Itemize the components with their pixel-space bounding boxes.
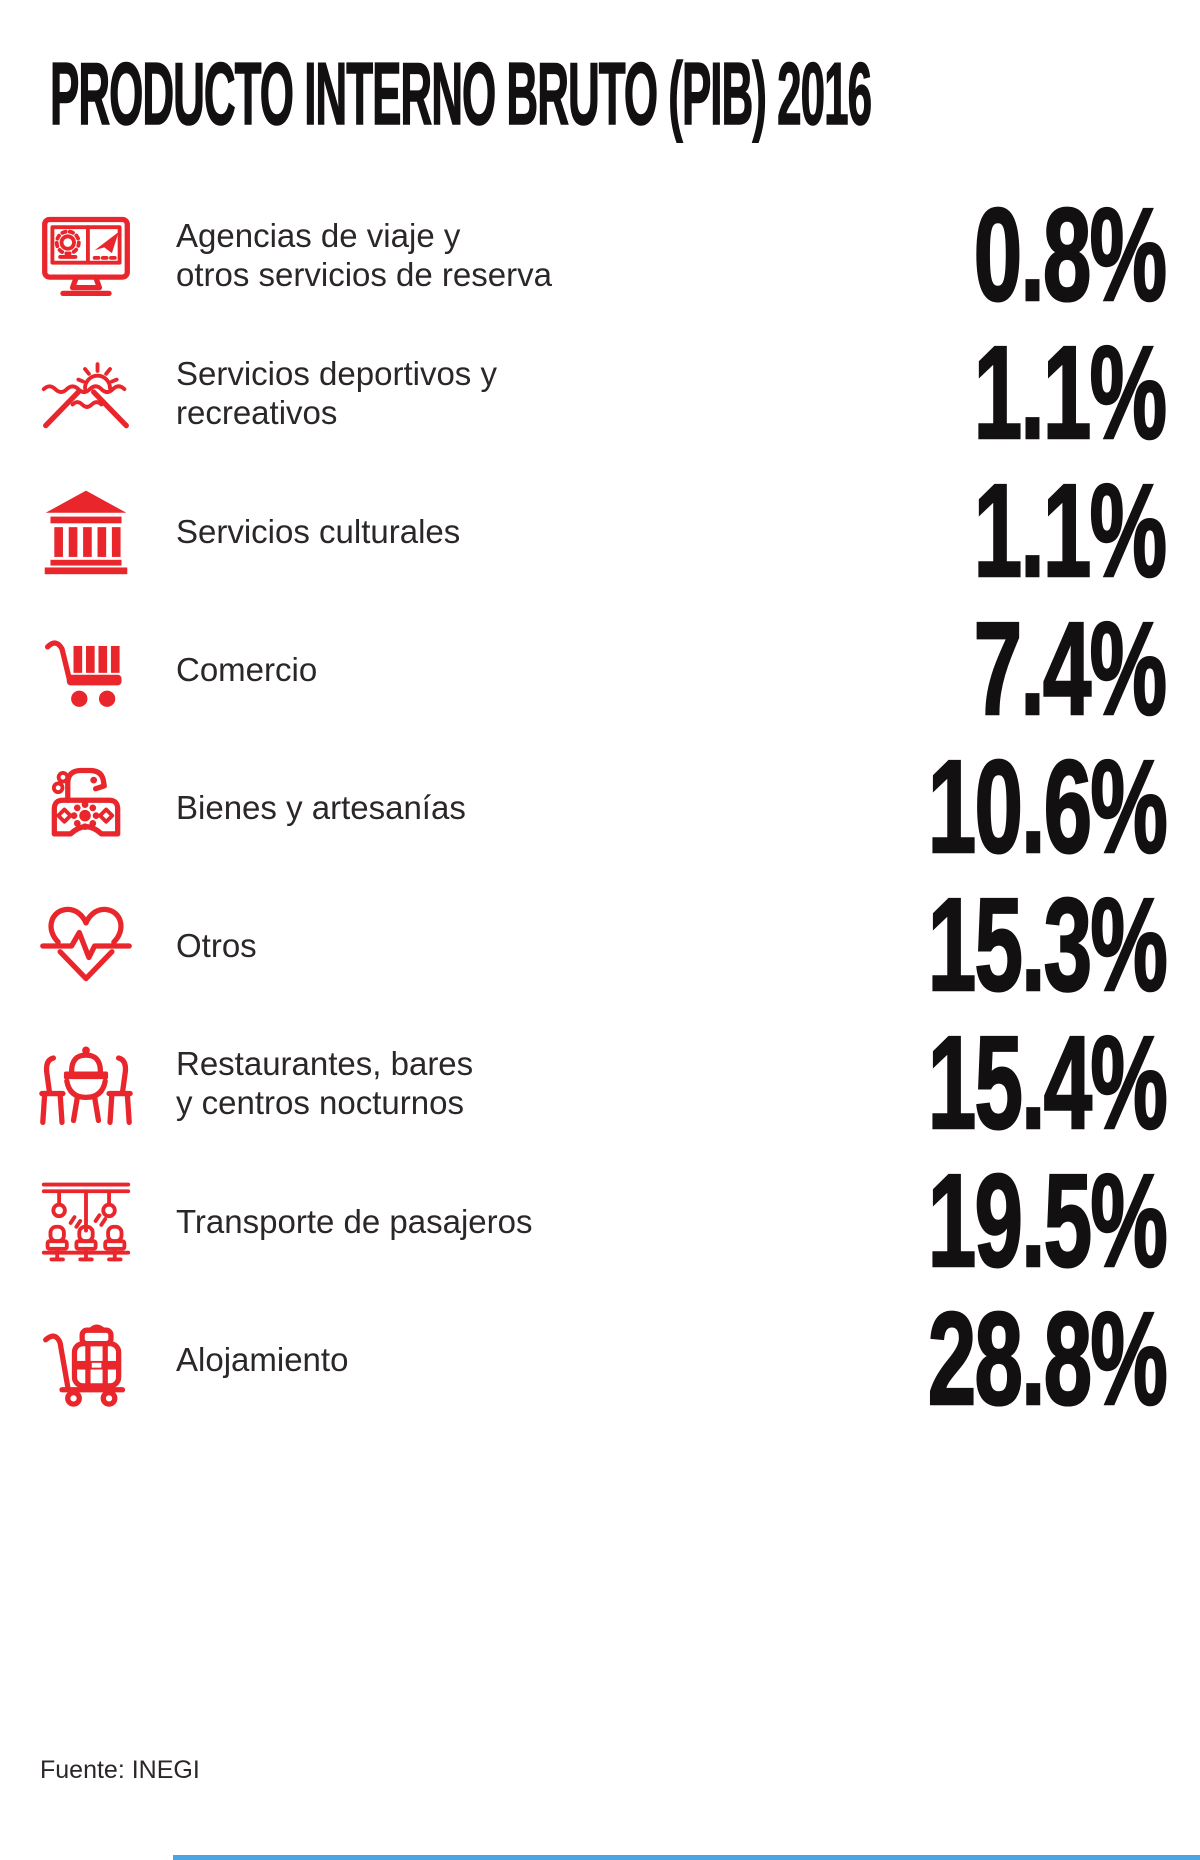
percent-cell: 10.6% bbox=[805, 733, 1169, 880]
percent-cell: 1.1% bbox=[805, 457, 1168, 604]
category-label: Restaurantes, bares y centros nocturnos bbox=[176, 1045, 474, 1121]
row-agencias-de-viaje: Agencias de viaje y otros servicios de r… bbox=[0, 186, 1200, 324]
row-alojamiento: Alojamiento 28.8% bbox=[0, 1290, 1200, 1428]
shopping-cart-icon bbox=[38, 621, 134, 717]
percent-value: 28.8% bbox=[927, 1285, 1169, 1432]
category-label: Comercio bbox=[176, 650, 318, 688]
heart-pulse-icon bbox=[38, 897, 134, 993]
footer-progress-bar bbox=[173, 1855, 1200, 1860]
percent-value: 15.3% bbox=[927, 871, 1169, 1018]
beach-recreation-icon bbox=[38, 345, 134, 441]
percent-cell: 15.3% bbox=[805, 871, 1169, 1018]
row-servicios-culturales: Servicios culturales 1.1% bbox=[0, 462, 1200, 600]
row-servicios-deportivos: Servicios deportivos y recreativos 1.1% bbox=[0, 324, 1200, 462]
pib-infographic: PRODUCTO INTERNO BRUTO (PIB) 2016 Agenci… bbox=[0, 44, 1200, 1860]
percent-cell: 0.8% bbox=[805, 181, 1168, 328]
percent-value: 19.5% bbox=[927, 1147, 1169, 1294]
percent-cell: 19.5% bbox=[805, 1147, 1169, 1294]
source-note: Fuente: INEGI bbox=[40, 1756, 200, 1784]
percent-cell: 7.4% bbox=[805, 595, 1168, 742]
category-label: Bienes y artesanías bbox=[176, 788, 466, 826]
percent-cell: 15.4% bbox=[805, 1009, 1169, 1156]
category-label: Otros bbox=[176, 926, 257, 964]
percent-value: 0.8% bbox=[973, 181, 1168, 328]
percent-value: 1.1% bbox=[973, 457, 1168, 604]
page-title: PRODUCTO INTERNO BRUTO (PIB) 2016 bbox=[50, 44, 873, 143]
percent-cell: 28.8% bbox=[805, 1285, 1169, 1432]
travel-agency-monitor-icon bbox=[38, 207, 134, 303]
row-transporte: Transporte de pasajeros 19.5% bbox=[0, 1152, 1200, 1290]
row-bienes-artesanias: Bienes y artesanías 10.6% bbox=[0, 738, 1200, 876]
percent-value: 10.6% bbox=[927, 733, 1169, 880]
museum-icon bbox=[38, 483, 134, 579]
restaurant-table-icon bbox=[38, 1035, 134, 1131]
toy-horse-icon bbox=[38, 759, 134, 855]
percent-cell: 1.1% bbox=[805, 319, 1168, 466]
category-label: Alojamiento bbox=[176, 1340, 349, 1378]
bus-interior-icon bbox=[38, 1173, 134, 1269]
percent-value: 7.4% bbox=[973, 595, 1168, 742]
category-label: Agencias de viaje y otros servicios de r… bbox=[176, 217, 552, 293]
category-label: Servicios deportivos y recreativos bbox=[176, 355, 497, 431]
category-list: Agencias de viaje y otros servicios de r… bbox=[0, 186, 1200, 1428]
category-label: Servicios culturales bbox=[176, 512, 461, 550]
row-restaurantes: Restaurantes, bares y centros nocturnos … bbox=[0, 1014, 1200, 1152]
percent-value: 1.1% bbox=[973, 319, 1168, 466]
row-comercio: Comercio 7.4% bbox=[0, 600, 1200, 738]
percent-value: 15.4% bbox=[927, 1009, 1169, 1156]
luggage-cart-icon bbox=[38, 1311, 134, 1407]
row-otros: Otros 15.3% bbox=[0, 876, 1200, 1014]
category-label: Transporte de pasajeros bbox=[176, 1202, 533, 1240]
